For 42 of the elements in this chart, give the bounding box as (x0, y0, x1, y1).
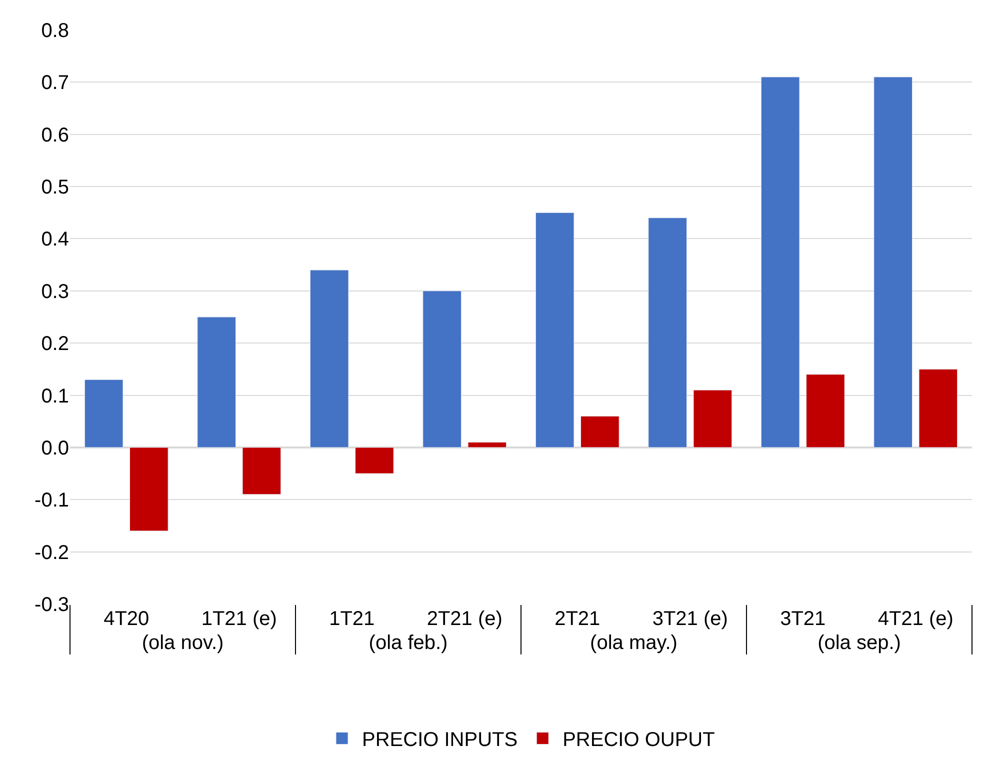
bar (806, 374, 845, 448)
y-tick-label: -0.3 (34, 594, 69, 616)
bar (84, 379, 124, 448)
bar (580, 416, 620, 448)
bar (242, 447, 282, 495)
x-tick-label: 3T21 (780, 608, 826, 630)
x-tick-label: 1T21 (329, 608, 375, 630)
legend-label: PRECIO INPUTS (362, 729, 518, 752)
y-tick-label: 0.2 (41, 333, 69, 356)
bar (535, 212, 574, 448)
y-tick-label: 0.1 (41, 385, 69, 408)
y-tick-label: 0.4 (41, 228, 69, 251)
bar (468, 442, 507, 448)
x-tick-label: 1T21 (e) (201, 608, 277, 630)
y-tick-label: 0.7 (41, 72, 69, 94)
bar (130, 447, 168, 532)
y-tick-label: 0.0 (41, 437, 69, 460)
legend-label: PRECIO OUPUT (562, 729, 715, 752)
x-tick-label: 4T21 (e) (878, 608, 954, 630)
y-tick-label: 0.8 (41, 20, 69, 42)
x-tick-label: 3T21 (e) (652, 608, 728, 630)
y-tick-label: 0.5 (41, 176, 69, 199)
bar (874, 76, 912, 448)
text: (ola sep.) (818, 632, 901, 654)
bar (197, 316, 236, 448)
bar (355, 447, 394, 474)
y-tick-label: -0.1 (34, 490, 69, 512)
y-tick-label: -0.2 (34, 542, 69, 564)
text: (ola feb.) (368, 632, 448, 654)
bar (918, 368, 958, 448)
x-tick-label: 2T21 (e) (426, 608, 502, 630)
bar (693, 390, 732, 448)
y-tick-label: 0.6 (41, 124, 69, 146)
x-tick-label: 2T21 (554, 608, 600, 630)
bar (648, 218, 687, 448)
y-tick-label: 0.3 (41, 280, 69, 303)
bar (310, 270, 349, 448)
text: (ola may.) (590, 632, 678, 654)
bar (760, 76, 800, 448)
bar (422, 290, 462, 448)
text: (ola nov.) (142, 632, 224, 654)
x-tick-label: 4T20 (104, 608, 150, 630)
